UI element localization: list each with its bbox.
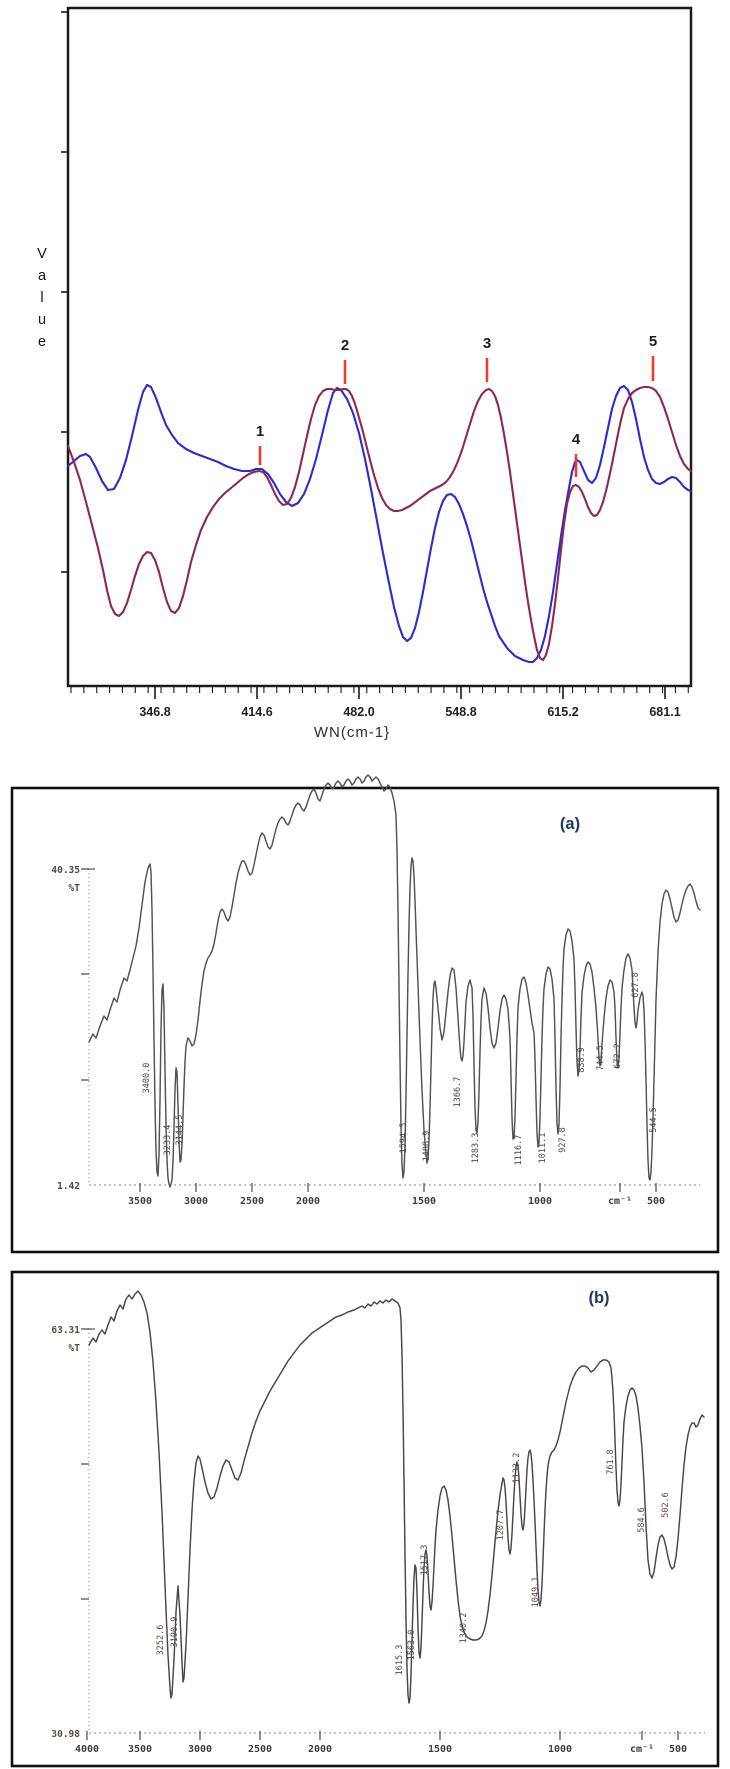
spectrum-blue-curve: [66, 383, 693, 664]
peak-marker-number: 3: [483, 335, 491, 352]
ftir-b-ymin-label: 30.98: [51, 1729, 80, 1740]
ftir-b-wavenumber-tick-label: 2000: [308, 1744, 332, 1755]
peak-marker-number: 4: [572, 431, 581, 448]
ftir-b-peak-wavenumber-label: 1049.1: [531, 1577, 541, 1608]
peak-marker-number: 5: [649, 333, 657, 350]
ftir-a-peak-wavenumber-label: 3400.0: [142, 1063, 152, 1094]
ftir-a-ymin-label: 1.42: [57, 1181, 80, 1192]
ftir-b-peak-wavenumber-label: 1133.2: [512, 1453, 522, 1484]
ftir-b-peak-wavenumber-label: 1517.3: [420, 1545, 430, 1576]
ftir-a-yunit-label: %T: [69, 883, 81, 894]
ftir-b-peak-wavenumber-label: 3190.9: [170, 1617, 180, 1648]
ftir-a-panel-border: [10, 786, 720, 1254]
x-tick-label: 615.2: [547, 705, 578, 719]
spectrum-maroon-curve: [66, 385, 693, 662]
ftir-b-panel-border: [10, 1270, 720, 1768]
peak-marker-number: 1: [256, 423, 264, 440]
ftir-a-peak-wavenumber-label: 838.9: [577, 1047, 587, 1073]
ftir-a-peak-wavenumber-label: 3233.4: [163, 1125, 173, 1156]
ftir-a-peak-wavenumber-label: 627.8: [631, 972, 641, 998]
ftir-a-wavenumber-tick-label: cm⁻¹: [608, 1196, 632, 1207]
x-tick-label: 681.1: [649, 705, 680, 719]
ftir-a-wavenumber-tick-label: 2500: [240, 1196, 264, 1207]
ftir-b-wavenumber-tick-label: 3500: [128, 1744, 152, 1755]
ftir-a-ftir-trace: [88, 774, 701, 1188]
ftir-a-peak-wavenumber-label: 3144.5: [175, 1115, 185, 1146]
ftir-b-ftir-trace: [88, 1290, 705, 1704]
ftir-a-ymax-label: 40.35: [51, 865, 80, 876]
ftir-a-peak-wavenumber-label: 1366.7: [453, 1077, 463, 1108]
x-tick-label: 482.0: [343, 705, 374, 719]
ftir-b-wavenumber-tick-label: 1000: [548, 1744, 572, 1755]
ftir-b-peak-wavenumber-label: 1563.0: [407, 1630, 417, 1661]
peak-marker-number: 2: [341, 337, 349, 354]
ftir-b-wavenumber-tick-label: 2500: [248, 1744, 272, 1755]
ftir-a-wavenumber-tick-label: 3500: [128, 1196, 152, 1207]
ftir-b-peak-wavenumber-label: 584.6: [637, 1507, 647, 1533]
panel-b-label: (b): [588, 1289, 610, 1307]
ftir-a-peak-wavenumber-label: 1488.9: [422, 1131, 432, 1162]
ftir-b-wavenumber-tick-label: 4000: [75, 1744, 99, 1755]
ftir-b-wavenumber-tick-label: 1500: [428, 1744, 452, 1755]
panel-a-label: (a): [559, 815, 581, 833]
ftir-a-wavenumber-tick-label: 3000: [184, 1196, 208, 1207]
ftir-b-peak-wavenumber-label: 761.8: [606, 1449, 616, 1475]
ftir-a-wavenumber-tick-label: 1500: [412, 1196, 436, 1207]
ftir-a-peak-wavenumber-label: 544.5: [649, 1107, 659, 1133]
ftir-a-peak-wavenumber-label: 672.2: [613, 1043, 623, 1069]
ftir-b-peak-wavenumber-label: 3252.6: [156, 1625, 166, 1656]
top-chart-y-axis-title: Value: [34, 246, 50, 356]
ftir-a-wavenumber-tick-label: 500: [647, 1196, 665, 1207]
ftir-a-peak-wavenumber-label: 1283.3: [471, 1133, 481, 1164]
ftir-a-peak-wavenumber-label: 1116.7: [514, 1135, 524, 1166]
ftir-a-wavenumber-tick-label: 1000: [528, 1196, 552, 1207]
ftir-a-peak-wavenumber-label: 1011.1: [538, 1133, 548, 1164]
x-tick-label: 548.8: [445, 705, 476, 719]
ftir-b-yunit-label: %T: [69, 1343, 81, 1354]
ftir-b-ymax-label: 63.31: [51, 1325, 80, 1336]
ftir-b-peak-wavenumber-label: 1340.2: [459, 1613, 469, 1644]
ftir-a-peak-wavenumber-label: 1594.5: [399, 1123, 409, 1154]
ftir-b-wavenumber-tick-label: 500: [669, 1744, 687, 1755]
ftir-b-wavenumber-tick-label: cm⁻¹: [630, 1744, 654, 1755]
ftir-a-peak-wavenumber-label: 927.8: [558, 1127, 568, 1153]
top-chart-x-axis-title: WN(cm-1}: [313, 724, 391, 741]
ftir-a-peak-wavenumber-label: 744.5: [596, 1045, 606, 1071]
ftir-b-peak-wavenumber-label: 1207.7: [496, 1510, 506, 1541]
x-tick-label: 346.8: [139, 705, 170, 719]
ftir-a-wavenumber-tick-label: 2000: [296, 1196, 320, 1207]
ftir-b-wavenumber-tick-label: 3000: [188, 1744, 212, 1755]
ftir-b-peak-wavenumber-label: 1615.3: [395, 1645, 405, 1676]
x-tick-label: 414.6: [241, 705, 272, 719]
ftir-b-peak-wavenumber-label: 502.6: [661, 1492, 671, 1518]
